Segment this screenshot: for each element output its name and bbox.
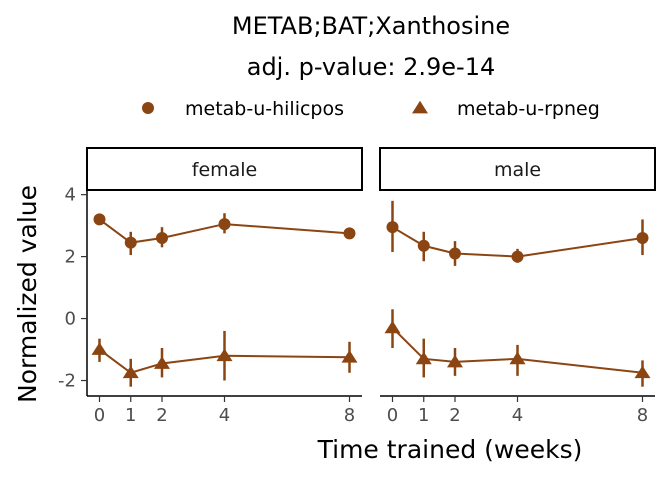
legend-triangle-icon xyxy=(412,100,428,114)
data-point xyxy=(156,232,168,245)
data-point xyxy=(386,221,399,234)
data-point xyxy=(511,250,524,263)
chart-title: METAB;BAT;Xanthosine xyxy=(232,12,510,40)
legend-label: metab-u-rpneg xyxy=(457,98,600,120)
data-point xyxy=(417,239,430,252)
x-tick-label: 8 xyxy=(637,405,648,426)
x-tick-label: 1 xyxy=(418,405,429,426)
y-axis-title: Normalized value xyxy=(13,185,42,403)
panel-male: male 0 1 2 4 8 xyxy=(379,147,656,426)
legend-label: metab-u-hilicpos xyxy=(185,98,344,120)
data-point xyxy=(449,247,461,260)
data-point xyxy=(384,320,401,334)
data-point xyxy=(636,232,649,245)
x-tick-label: 8 xyxy=(344,405,355,426)
data-point xyxy=(154,356,170,369)
legend: metab-u-hilicpos metab-u-rpneg xyxy=(142,98,600,120)
data-point xyxy=(218,218,231,231)
x-tick-label: 0 xyxy=(94,405,105,426)
x-axis-title: Time trained (weeks) xyxy=(317,435,583,464)
y-tick-label: 4 xyxy=(65,185,76,206)
facet-label: female xyxy=(192,159,258,181)
data-point xyxy=(341,350,358,363)
x-tick-label: 2 xyxy=(156,405,167,426)
data-point xyxy=(93,213,106,226)
x-tick-label: 2 xyxy=(449,405,460,426)
chart-subtitle: adj. p-value: 2.9e-14 xyxy=(247,53,496,81)
y-axis: 4 2 0 -2 xyxy=(58,185,88,396)
panel-female: female 0 1 2 4 8 xyxy=(86,147,363,426)
data-point xyxy=(415,351,432,365)
data-point xyxy=(91,342,108,355)
data-point xyxy=(447,354,463,368)
x-tick-label: 1 xyxy=(125,405,136,426)
legend-circle-icon xyxy=(142,102,154,114)
data-point xyxy=(509,351,526,365)
facet-strip xyxy=(86,147,363,191)
data-point xyxy=(634,365,651,379)
data-point xyxy=(216,348,233,362)
y-tick-label: 0 xyxy=(65,309,76,330)
x-tick-label: 4 xyxy=(512,405,523,426)
y-tick-label: -2 xyxy=(58,371,76,392)
series-metab-u-hilicpos xyxy=(386,200,649,266)
x-tick-label: 0 xyxy=(387,405,398,426)
series-metab-u-hilicpos xyxy=(93,213,356,256)
data-point xyxy=(124,236,137,249)
series-metab-u-rpneg xyxy=(91,330,358,387)
data-point xyxy=(122,365,139,379)
x-tick-label: 4 xyxy=(219,405,230,426)
data-point xyxy=(343,227,356,240)
series-metab-u-rpneg xyxy=(384,309,651,387)
y-tick-label: 2 xyxy=(65,247,76,268)
legend-item-metab-u-rpneg: metab-u-rpneg xyxy=(412,98,600,120)
facet-strip xyxy=(379,147,656,191)
facet-label: male xyxy=(494,159,541,181)
legend-item-metab-u-hilicpos: metab-u-hilicpos xyxy=(142,98,344,120)
